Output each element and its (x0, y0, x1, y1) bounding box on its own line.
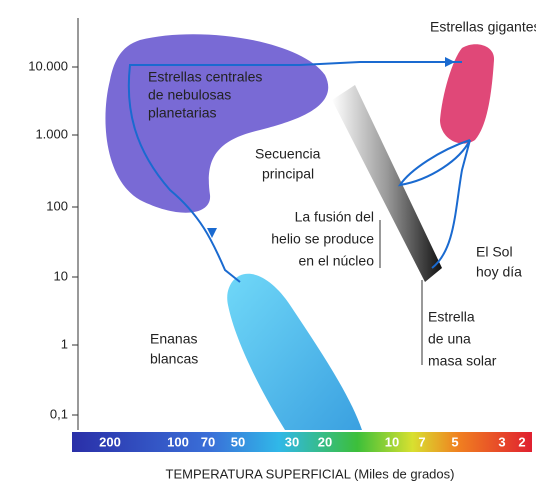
y-tick-label: 1 (61, 336, 68, 351)
x-tick-label: 100 (167, 434, 189, 449)
x-tick-label: 2 (518, 434, 525, 449)
region-label: de una (428, 331, 471, 347)
region-label: Secuencia (255, 146, 321, 162)
y-tick-label: 1.000 (35, 126, 68, 141)
region-label: Estrella (428, 309, 475, 325)
x-tick-label: 70 (201, 434, 215, 449)
region-label: principal (262, 166, 314, 182)
x-tick-label: 7 (418, 434, 425, 449)
y-tick-label: 100 (46, 198, 68, 213)
temperature-bar (72, 432, 532, 452)
region-label: helio se produce (271, 231, 374, 247)
y-tick-label: 10.000 (28, 58, 68, 73)
region-label: blancas (150, 351, 198, 367)
red-giant-region (440, 44, 495, 144)
y-ticks (72, 66, 78, 416)
y-tick-label: 10 (54, 268, 68, 283)
x-tick-label: 3 (498, 434, 505, 449)
region-label: en el núcleo (298, 253, 374, 269)
evolution-track (127, 61, 471, 283)
y-tick-label: 0,1 (50, 406, 68, 421)
region-label: La fusión del (295, 209, 374, 225)
x-tick-label: 200 (99, 434, 121, 449)
white-dwarf-region (227, 273, 362, 430)
region-label: masa solar (428, 353, 497, 369)
region-label: de nebulosas (148, 87, 231, 103)
x-tick-label: 50 (231, 434, 245, 449)
region-label: Enanas (150, 331, 197, 347)
region-label: Estrellas gigantes rojas (430, 19, 536, 35)
x-tick-label: 20 (318, 434, 332, 449)
region-label: planetarias (148, 105, 217, 121)
region-label: El Sol (476, 244, 513, 260)
x-tick-label: 5 (451, 434, 458, 449)
arrow (445, 57, 455, 67)
x-tick-label: 30 (285, 434, 299, 449)
main-sequence-band (332, 85, 442, 282)
planetary-nebula-region (105, 34, 329, 213)
x-axis-title: TEMPERATURA SUPERFICIAL (Miles de grados… (166, 466, 455, 481)
region-label: Estrellas centrales (148, 69, 262, 85)
region-label: hoy día (476, 264, 522, 280)
x-tick-label: 10 (385, 434, 399, 449)
arrow (207, 228, 217, 238)
